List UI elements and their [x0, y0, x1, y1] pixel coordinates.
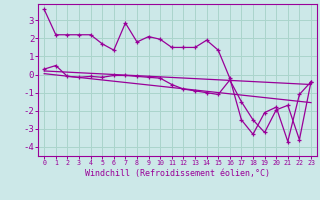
X-axis label: Windchill (Refroidissement éolien,°C): Windchill (Refroidissement éolien,°C)	[85, 169, 270, 178]
